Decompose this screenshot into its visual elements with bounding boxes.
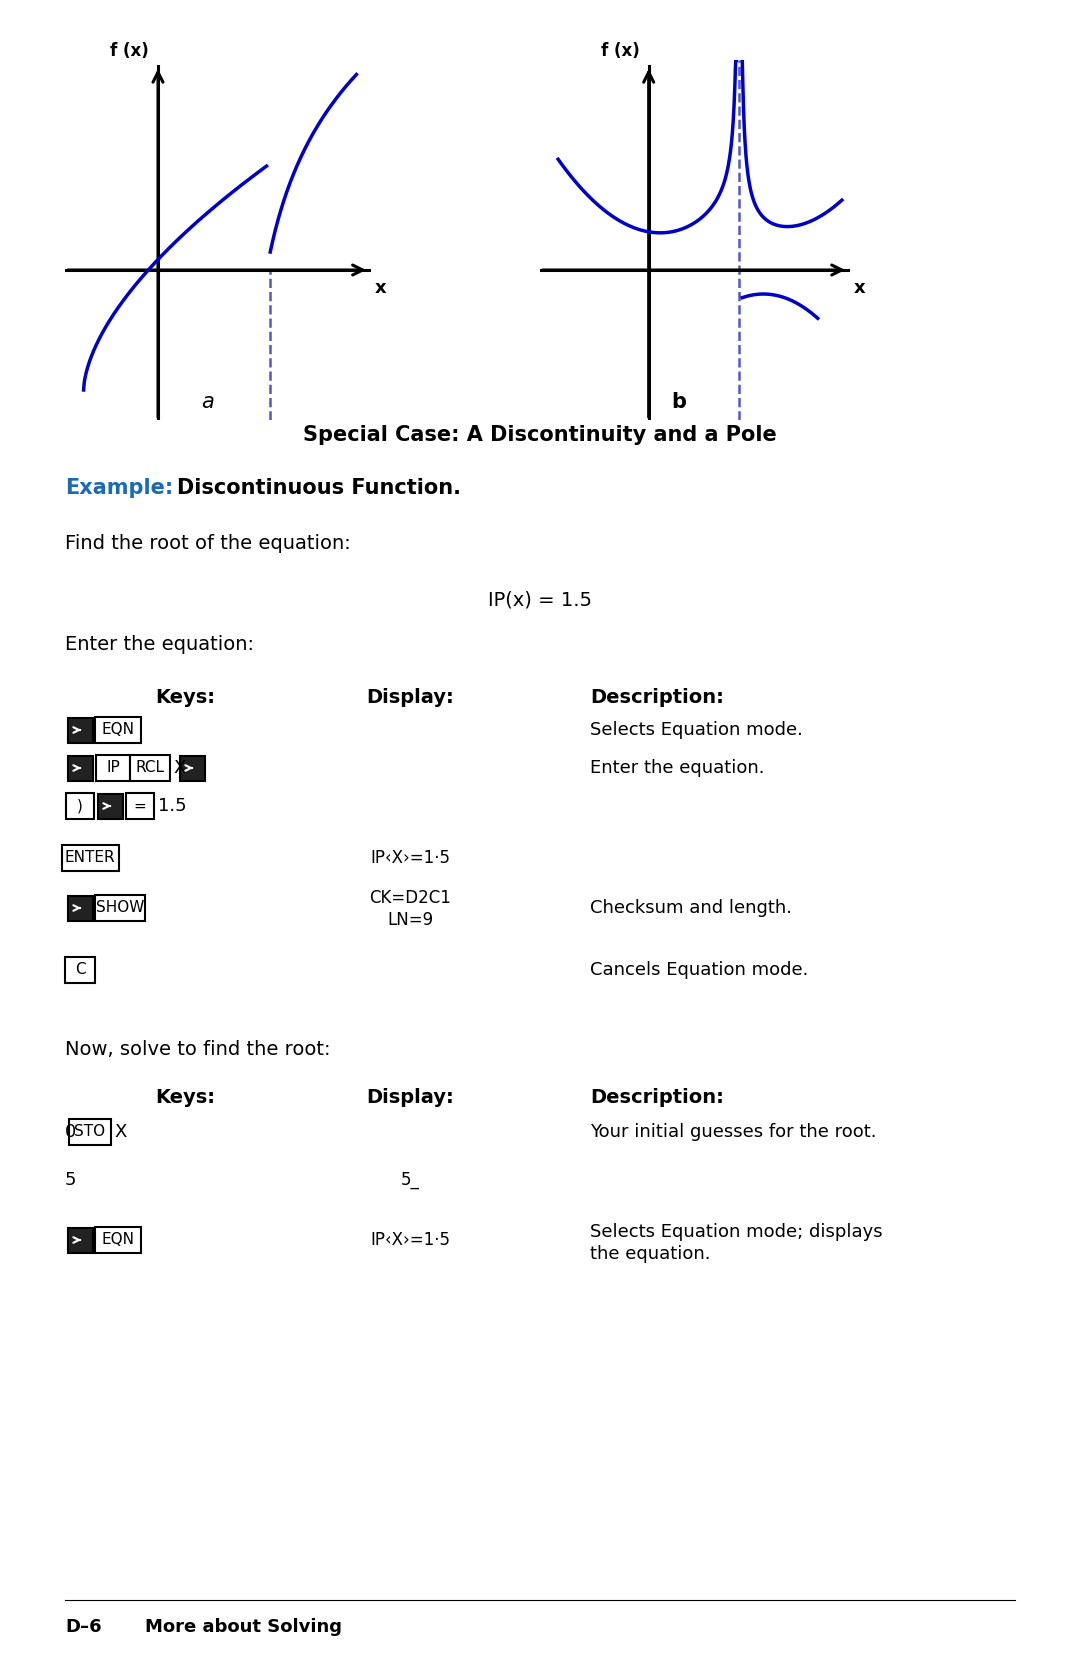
Text: f (x): f (x) [110,42,149,60]
FancyBboxPatch shape [66,793,94,819]
Text: SHOW: SHOW [96,901,145,916]
Text: Now, solve to find the root:: Now, solve to find the root: [65,1040,330,1058]
Text: Discontinuous Function.: Discontinuous Function. [177,478,461,498]
FancyBboxPatch shape [65,956,95,983]
FancyBboxPatch shape [95,717,141,742]
FancyBboxPatch shape [69,1119,111,1145]
FancyBboxPatch shape [67,896,93,921]
Text: Your initial guesses for the root.: Your initial guesses for the root. [590,1124,877,1140]
Text: Enter the equation.: Enter the equation. [590,759,765,777]
Text: 5: 5 [65,1170,77,1189]
Text: ENTER: ENTER [65,851,116,866]
Text: 0: 0 [65,1124,77,1140]
FancyBboxPatch shape [95,1227,141,1252]
Text: ): ) [77,799,83,814]
Text: Checksum and length.: Checksum and length. [590,900,792,916]
Text: EQN: EQN [102,722,135,737]
FancyBboxPatch shape [130,756,170,781]
FancyBboxPatch shape [97,794,122,819]
FancyBboxPatch shape [62,844,119,871]
Text: x: x [375,279,387,298]
FancyBboxPatch shape [67,1227,93,1252]
FancyBboxPatch shape [126,793,154,819]
Text: Description:: Description: [590,1088,724,1107]
Text: IP‹X›=1·5: IP‹X›=1·5 [370,849,450,868]
Text: Description:: Description: [590,687,724,707]
Text: f (x): f (x) [600,42,639,60]
Text: CK=D2C1: CK=D2C1 [369,890,451,906]
Text: X: X [114,1124,126,1140]
Text: STO: STO [75,1125,106,1140]
FancyBboxPatch shape [96,756,130,781]
Text: RCL: RCL [135,761,164,776]
Text: b: b [672,391,687,411]
Text: Special Case: A Discontinuity and a Pole: Special Case: A Discontinuity and a Pole [303,425,777,445]
Text: Display:: Display: [366,687,454,707]
Text: IP(x) = 1.5: IP(x) = 1.5 [488,590,592,609]
Text: Example:: Example: [65,478,173,498]
Text: Display:: Display: [366,1088,454,1107]
Text: Enter the equation:: Enter the equation: [65,635,254,654]
FancyBboxPatch shape [67,717,93,742]
Text: the equation.: the equation. [590,1246,711,1262]
Text: Keys:: Keys: [156,1088,215,1107]
Text: More about Solving: More about Solving [145,1618,342,1635]
Text: 5_: 5_ [401,1170,419,1189]
FancyBboxPatch shape [95,895,145,921]
Text: D–6: D–6 [65,1618,102,1635]
Text: X: X [173,759,186,777]
Text: LN=9: LN=9 [387,911,433,930]
Text: Selects Equation mode; displays: Selects Equation mode; displays [590,1222,882,1241]
Text: Find the root of the equation:: Find the root of the equation: [65,533,351,553]
Text: 1.5: 1.5 [158,798,187,814]
FancyBboxPatch shape [67,756,93,781]
Text: IP‹X›=1·5: IP‹X›=1·5 [370,1231,450,1249]
Text: =: = [134,799,147,814]
Text: EQN: EQN [102,1232,135,1247]
Text: IP: IP [106,761,120,776]
Text: C: C [75,963,85,978]
Text: x: x [854,279,865,298]
Text: Cancels Equation mode.: Cancels Equation mode. [590,961,808,980]
Text: Keys:: Keys: [156,687,215,707]
Text: Selects Equation mode.: Selects Equation mode. [590,721,802,739]
FancyBboxPatch shape [179,756,204,781]
Text: a: a [201,391,214,411]
